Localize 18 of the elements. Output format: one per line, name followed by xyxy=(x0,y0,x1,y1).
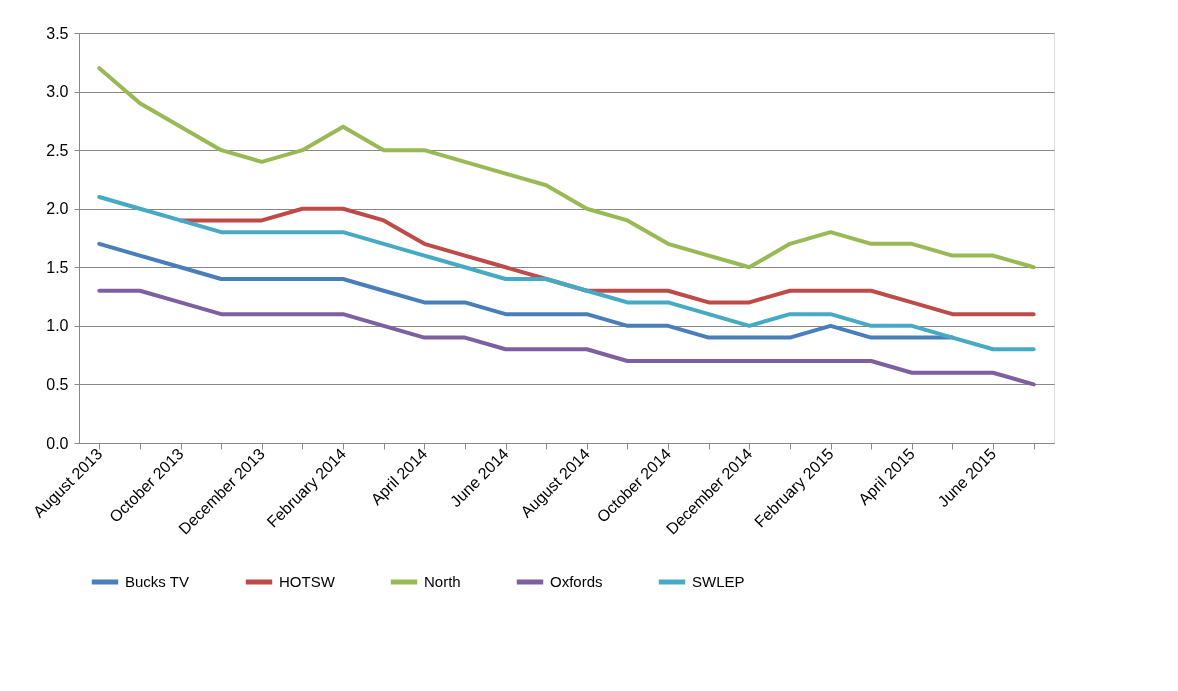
y-tick-label: 2.0 xyxy=(46,200,69,218)
legend-label: Oxfords xyxy=(550,573,603,590)
line-series xyxy=(97,66,1036,270)
y-tick-label: 1.5 xyxy=(46,258,69,276)
y-tick-label: 3.5 xyxy=(46,24,69,42)
legend-label: Bucks TV xyxy=(125,573,189,590)
line-series xyxy=(97,195,1036,352)
line-series xyxy=(178,206,1036,317)
line-series xyxy=(97,288,1036,387)
line-series xyxy=(97,241,955,340)
y-tick-label: 1.0 xyxy=(46,317,69,335)
y-tick-label: 0.0 xyxy=(46,434,69,452)
y-tick-label: 0.5 xyxy=(46,375,69,393)
y-tick-label: 2.5 xyxy=(46,141,69,159)
legend-label: SWLEP xyxy=(692,573,745,590)
y-tick-label: 3.0 xyxy=(46,83,69,101)
legend-label: HOTSW xyxy=(279,573,336,590)
legend-label: North xyxy=(424,573,461,590)
